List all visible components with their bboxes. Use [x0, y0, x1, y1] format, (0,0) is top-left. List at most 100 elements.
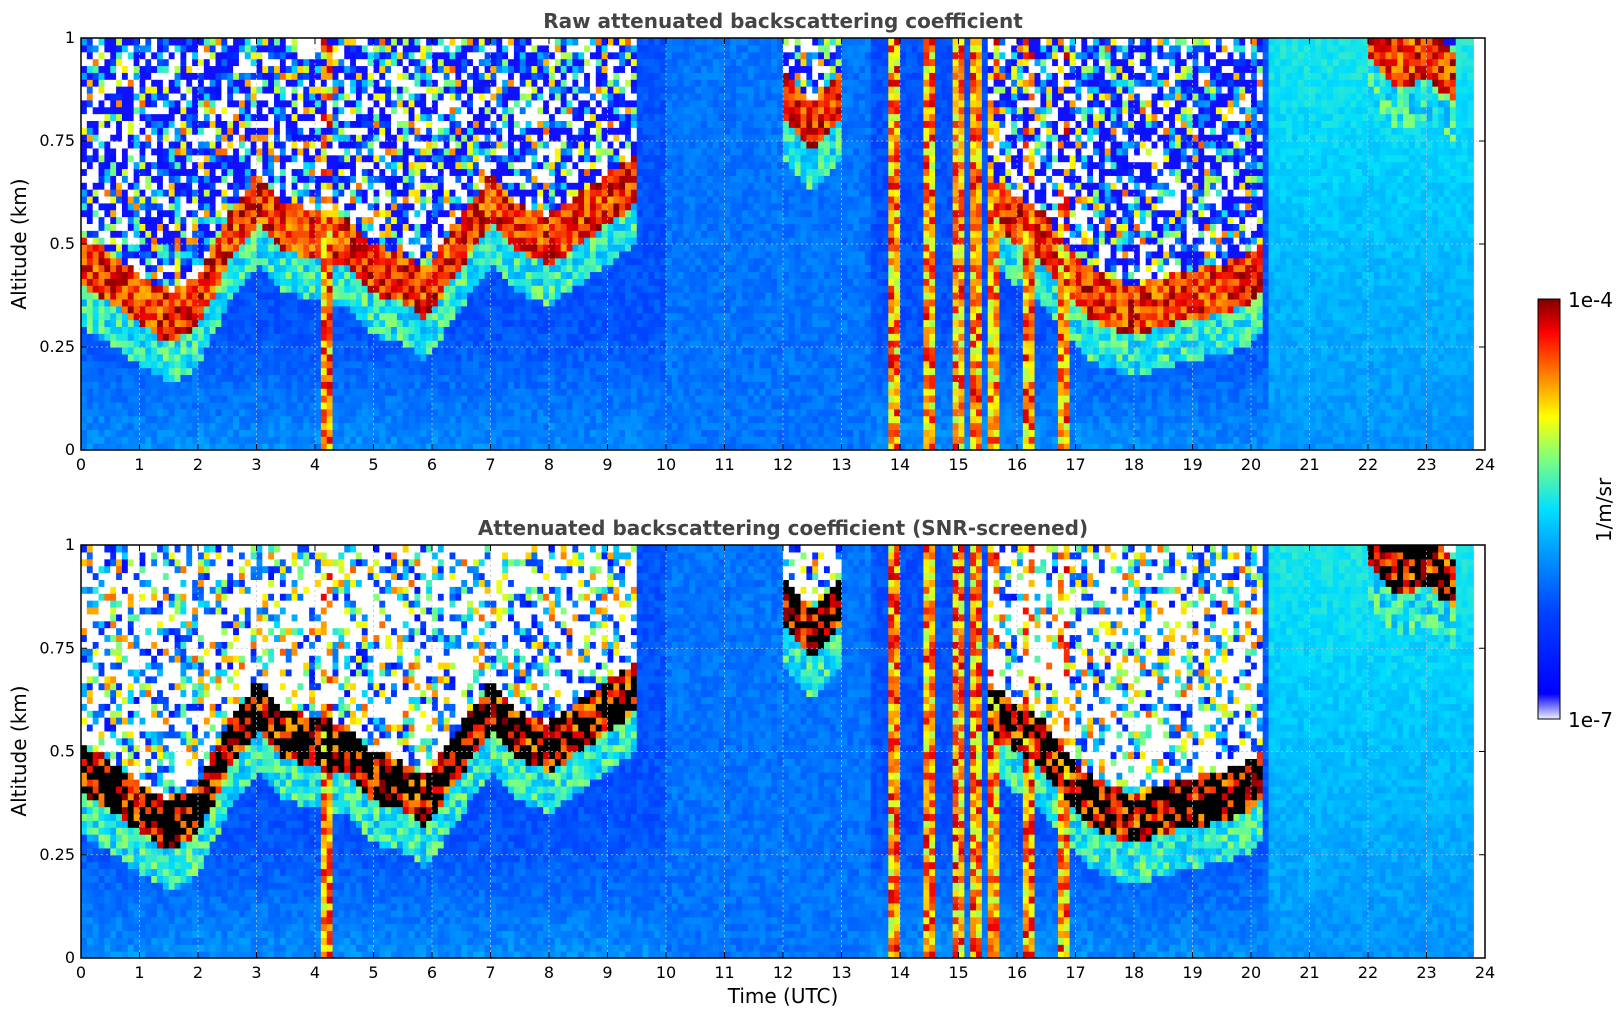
- heatmap-cell: [467, 422, 474, 430]
- heatmap-cell: [385, 333, 392, 341]
- heatmap-cell: [432, 237, 439, 245]
- heatmap-cell: [502, 395, 509, 403]
- heatmap-cell: [198, 99, 205, 108]
- heatmap-cell: [513, 147, 521, 156]
- heatmap-cell: [151, 429, 158, 437]
- heatmap-cell: [320, 86, 328, 94]
- heatmap-cell: [81, 86, 88, 94]
- heatmap-cell: [157, 195, 164, 204]
- heatmap-cell: [396, 374, 404, 382]
- heatmap-cell: [157, 209, 164, 218]
- heatmap-cell: [531, 86, 538, 94]
- heatmap-cell: [297, 51, 304, 60]
- heatmap-cell: [472, 250, 480, 259]
- heatmap-cell: [98, 216, 105, 224]
- heatmap-cell: [326, 230, 334, 238]
- heatmap-cell: [332, 99, 339, 108]
- heatmap-cell: [104, 127, 111, 135]
- heatmap-cell: [531, 388, 538, 396]
- heatmap-cell: [303, 134, 310, 142]
- heatmap-cell: [92, 168, 100, 176]
- heatmap-cell: [432, 381, 439, 389]
- heatmap-cell: [285, 58, 293, 67]
- heatmap-cell: [508, 305, 515, 314]
- heatmap-cell: [86, 285, 94, 293]
- heatmap-cell: [437, 264, 445, 273]
- heatmap-cell: [408, 257, 416, 266]
- heatmap-cell: [279, 285, 287, 293]
- heatmap-cell: [338, 367, 345, 376]
- heatmap-cell: [350, 374, 357, 382]
- heatmap-cell: [262, 244, 269, 252]
- heatmap-cell: [432, 271, 439, 279]
- heatmap-cell: [467, 168, 474, 176]
- heatmap-cell: [472, 422, 480, 430]
- heatmap-cell: [537, 326, 544, 334]
- heatmap-cell: [408, 51, 416, 60]
- heatmap-cell: [274, 388, 281, 396]
- heatmap-cell: [274, 216, 281, 224]
- heatmap-cell: [215, 443, 222, 450]
- heatmap-cell: [379, 127, 386, 135]
- heatmap-cell: [133, 79, 141, 87]
- heatmap-cell: [98, 202, 105, 211]
- heatmap-cell: [549, 333, 556, 341]
- heatmap-cell: [496, 182, 503, 190]
- heatmap-cell: [279, 65, 287, 73]
- heatmap-cell: [262, 182, 269, 190]
- heatmap-cell: [209, 422, 217, 430]
- heatmap-cell: [233, 340, 240, 348]
- heatmap-cell: [513, 292, 521, 300]
- heatmap-cell: [133, 250, 141, 259]
- heatmap-cell: [355, 99, 363, 108]
- heatmap-cell: [145, 195, 152, 204]
- heatmap-cell: [385, 106, 392, 115]
- heatmap-cell: [116, 230, 123, 238]
- heatmap-cell: [303, 257, 310, 266]
- heatmap-cell: [268, 278, 275, 286]
- heatmap-cell: [168, 264, 176, 273]
- heatmap-cell: [221, 388, 228, 396]
- heatmap-cell: [355, 154, 363, 163]
- heatmap-cell: [385, 388, 392, 396]
- heatmap-cell: [467, 202, 474, 211]
- heatmap-cell: [426, 182, 433, 190]
- heatmap-cell: [478, 250, 486, 259]
- heatmap-cell: [396, 312, 404, 321]
- heatmap-cell: [554, 326, 562, 334]
- heatmap-cell: [426, 367, 433, 376]
- heatmap-cell: [274, 154, 281, 163]
- heatmap-cell: [502, 65, 509, 73]
- heatmap-cell: [408, 333, 416, 341]
- heatmap-cell: [332, 223, 339, 231]
- heatmap-cell: [203, 257, 211, 266]
- heatmap-cell: [437, 285, 445, 293]
- heatmap-cell: [279, 374, 287, 382]
- heatmap-cell: [519, 195, 527, 204]
- heatmap-cell: [484, 374, 492, 382]
- heatmap-cell: [502, 147, 509, 156]
- heatmap-cell: [238, 347, 246, 355]
- heatmap-cell: [145, 127, 152, 135]
- heatmap-cell: [227, 312, 234, 321]
- heatmap-cell: [274, 244, 281, 252]
- heatmap-cell: [116, 209, 123, 218]
- heatmap-cell: [373, 161, 380, 170]
- heatmap-cell: [402, 319, 410, 327]
- heatmap-cell: [285, 367, 293, 376]
- heatmap-cell: [420, 147, 427, 156]
- heatmap-cell: [151, 44, 158, 53]
- heatmap-cell: [531, 182, 538, 190]
- heatmap-cell: [133, 189, 141, 197]
- heatmap-cell: [198, 223, 205, 231]
- heatmap-cell: [560, 326, 568, 334]
- heatmap-cell: [525, 401, 533, 410]
- heatmap-cell: [484, 161, 492, 170]
- heatmap-cell: [256, 422, 263, 430]
- heatmap-cell: [391, 250, 398, 259]
- heatmap-cell: [449, 86, 456, 94]
- heatmap-cell: [408, 209, 416, 218]
- heatmap-cell: [127, 312, 135, 321]
- heatmap-cell: [315, 44, 322, 53]
- heatmap-cell: [174, 44, 182, 53]
